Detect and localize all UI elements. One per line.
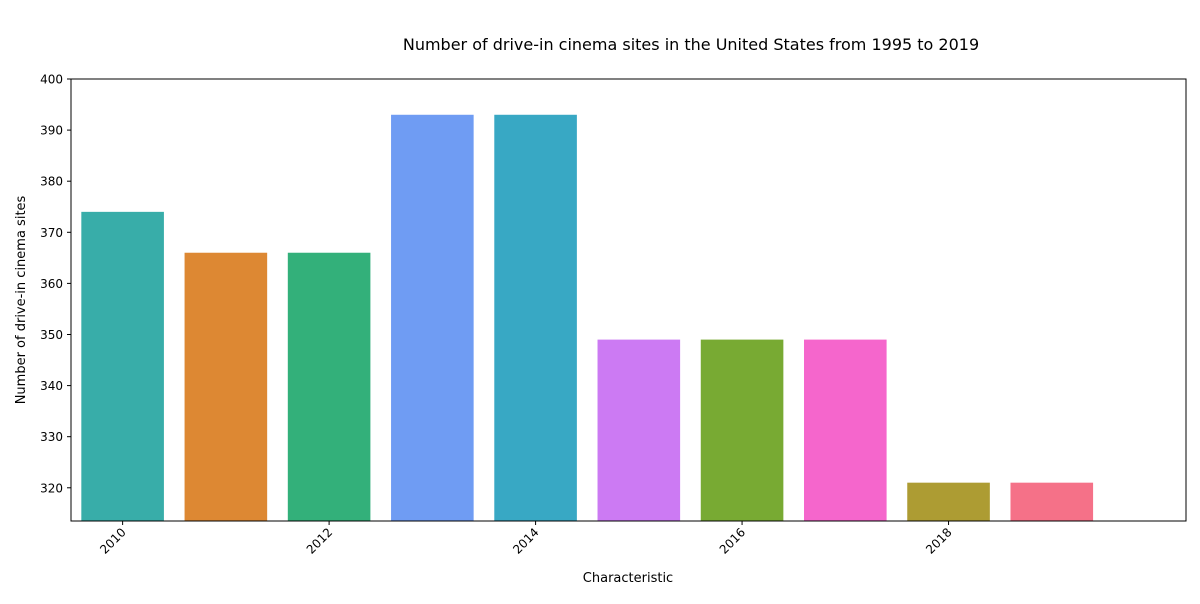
bar-2018	[907, 482, 990, 521]
y-tick-label-350: 350	[40, 328, 63, 342]
x-tick-label-2010: 2010	[97, 525, 128, 556]
x-axis-ticks: 2010 2012 2014 2016 2018	[97, 521, 955, 557]
x-tick-label-2018: 2018	[923, 525, 954, 556]
bar-2014	[494, 114, 577, 521]
bar-2012	[287, 252, 371, 521]
bar-2016	[700, 339, 784, 521]
y-axis-label: Number of drive-in cinema sites	[14, 195, 29, 404]
y-tick-label-360: 360	[40, 277, 63, 291]
x-tick-label-2016: 2016	[717, 525, 748, 556]
bar-2019	[1010, 482, 1094, 521]
bar-2011	[184, 252, 268, 521]
y-tick-label-390: 390	[40, 124, 63, 138]
y-tick-label-330: 330	[40, 430, 63, 444]
bar-2015	[597, 339, 681, 521]
y-tick-label-320: 320	[40, 481, 63, 495]
y-tick-label-400: 400	[40, 73, 63, 87]
bar-2013	[391, 114, 474, 521]
x-axis-label: Characteristic	[583, 571, 673, 586]
x-tick-label-2012: 2012	[304, 525, 335, 556]
y-tick-label-370: 370	[40, 226, 63, 240]
bar-2017	[804, 339, 887, 521]
x-tick-label-2014: 2014	[510, 525, 541, 556]
bar-2010	[81, 211, 164, 522]
y-axis-ticks: 320 330 340 350 360 370 380 390 400	[40, 73, 71, 495]
y-tick-label-340: 340	[40, 379, 63, 393]
y-tick-label-380: 380	[40, 175, 63, 189]
chart-title: Number of drive-in cinema sites in the U…	[403, 35, 979, 54]
bars-group	[81, 114, 1094, 522]
plot-frame	[70, 78, 1187, 522]
